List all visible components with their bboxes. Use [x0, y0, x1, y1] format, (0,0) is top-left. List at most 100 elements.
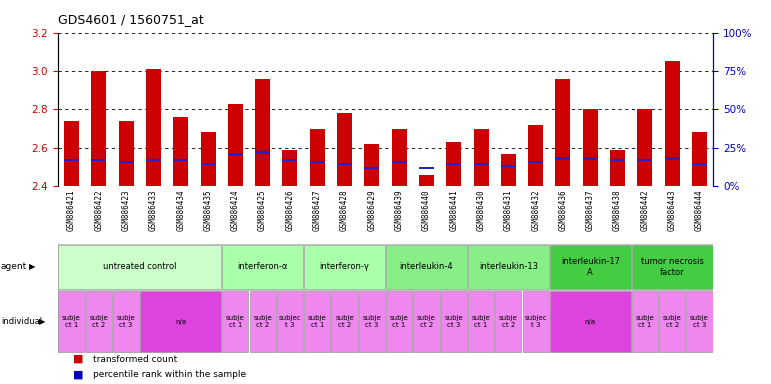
Bar — [610, 150, 625, 186]
Bar — [692, 163, 707, 166]
Text: GSM886441: GSM886441 — [449, 189, 458, 231]
Text: subje
ct 1: subje ct 1 — [635, 315, 655, 328]
Bar — [686, 291, 712, 352]
Bar — [446, 163, 461, 166]
Bar — [473, 163, 489, 166]
Bar — [501, 165, 516, 167]
Bar — [282, 159, 298, 161]
Text: n/a: n/a — [175, 319, 187, 324]
Text: interleukin-17
A: interleukin-17 A — [561, 257, 620, 276]
Bar — [91, 159, 106, 161]
Text: GSM886439: GSM886439 — [395, 189, 404, 231]
Bar — [119, 161, 133, 164]
Text: GSM886437: GSM886437 — [586, 189, 594, 231]
Text: ▶: ▶ — [39, 317, 45, 326]
Text: subje
ct 2: subje ct 2 — [663, 315, 682, 328]
Bar — [692, 132, 707, 186]
Bar — [222, 291, 248, 352]
Bar — [638, 109, 652, 186]
Text: GSM886433: GSM886433 — [149, 189, 158, 231]
Bar — [200, 132, 216, 186]
Bar — [386, 245, 467, 289]
Bar — [359, 291, 385, 352]
Text: subje
ct 1: subje ct 1 — [308, 315, 327, 328]
Text: ▶: ▶ — [29, 262, 35, 271]
Bar — [146, 69, 161, 186]
Bar — [365, 144, 379, 186]
Bar — [413, 291, 439, 352]
Text: GSM886431: GSM886431 — [504, 189, 513, 231]
Bar — [304, 245, 385, 289]
Bar — [365, 167, 379, 169]
Text: individual: individual — [1, 317, 42, 326]
Bar — [473, 129, 489, 186]
Bar — [91, 71, 106, 186]
Bar — [227, 154, 243, 156]
Bar — [495, 291, 521, 352]
Text: GSM886430: GSM886430 — [476, 189, 486, 231]
Bar — [173, 117, 188, 186]
Text: subjec
t 3: subjec t 3 — [278, 315, 301, 328]
Bar — [119, 121, 133, 186]
Text: subje
ct 1: subje ct 1 — [472, 315, 490, 328]
Text: subje
ct 3: subje ct 3 — [362, 315, 381, 328]
Bar — [665, 61, 680, 186]
Bar — [227, 104, 243, 186]
Bar — [468, 291, 494, 352]
Bar — [282, 150, 298, 186]
Bar — [528, 161, 544, 164]
Bar — [337, 113, 352, 186]
Text: interleukin-13: interleukin-13 — [479, 262, 538, 271]
Bar — [310, 129, 325, 186]
Text: interleukin-4: interleukin-4 — [399, 262, 453, 271]
Text: ■: ■ — [73, 354, 84, 364]
Text: GSM886436: GSM886436 — [558, 189, 567, 231]
Bar — [555, 79, 571, 186]
Text: GDS4601 / 1560751_at: GDS4601 / 1560751_at — [58, 13, 204, 26]
Bar — [113, 291, 140, 352]
Bar — [64, 159, 79, 161]
Bar — [610, 159, 625, 161]
Bar — [392, 161, 406, 164]
Text: GSM886440: GSM886440 — [422, 189, 431, 231]
Bar — [583, 109, 598, 186]
Text: GSM886422: GSM886422 — [94, 189, 103, 231]
Text: subje
ct 3: subje ct 3 — [116, 315, 136, 328]
Text: GSM886427: GSM886427 — [313, 189, 322, 231]
Bar — [64, 121, 79, 186]
Text: GSM886429: GSM886429 — [367, 189, 376, 231]
Bar — [631, 245, 712, 289]
Text: subje
ct 2: subje ct 2 — [417, 315, 436, 328]
Text: GSM886428: GSM886428 — [340, 189, 349, 231]
Bar — [332, 291, 358, 352]
Bar — [550, 291, 631, 352]
Text: ■: ■ — [73, 369, 84, 379]
Text: GSM886424: GSM886424 — [231, 189, 240, 231]
Bar — [392, 129, 406, 186]
Bar — [550, 245, 631, 289]
Text: GSM886432: GSM886432 — [531, 189, 540, 231]
Bar — [419, 167, 434, 169]
Text: subje
ct 2: subje ct 2 — [499, 315, 518, 328]
Bar — [222, 245, 303, 289]
Bar — [146, 159, 161, 161]
Bar — [501, 154, 516, 186]
Bar — [277, 291, 303, 352]
Text: GSM886421: GSM886421 — [67, 189, 76, 231]
Text: transformed count: transformed count — [93, 354, 177, 364]
Bar — [583, 157, 598, 160]
Text: subje
ct 2: subje ct 2 — [335, 315, 354, 328]
Bar — [200, 163, 216, 166]
Text: interferon-α: interferon-α — [237, 262, 288, 271]
Text: percentile rank within the sample: percentile rank within the sample — [93, 370, 246, 379]
Text: subje
ct 1: subje ct 1 — [62, 315, 81, 328]
Text: agent: agent — [1, 262, 27, 271]
Text: subjec
t 3: subjec t 3 — [524, 315, 547, 328]
Bar — [419, 175, 434, 186]
Text: GSM886425: GSM886425 — [258, 189, 267, 231]
Bar — [441, 291, 467, 352]
Text: interferon-γ: interferon-γ — [320, 262, 369, 271]
Bar — [528, 125, 544, 186]
Bar — [59, 291, 85, 352]
Text: GSM886423: GSM886423 — [122, 189, 130, 231]
